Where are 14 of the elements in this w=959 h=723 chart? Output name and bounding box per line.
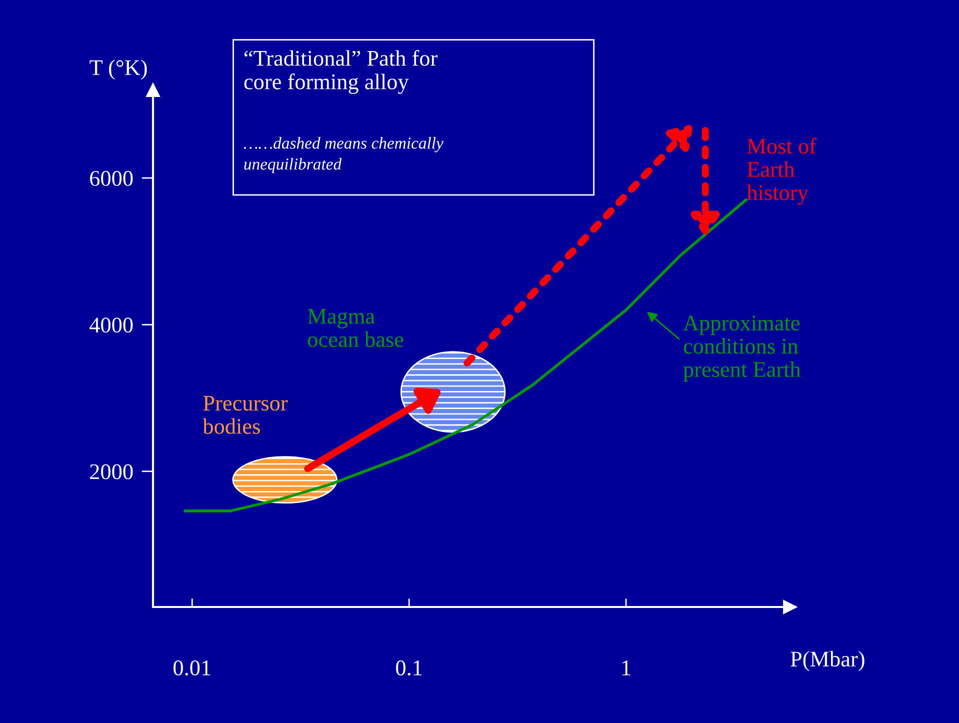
annotation: Precursor bodies bbox=[202, 396, 288, 434]
y-tick-label: 4000 bbox=[90, 318, 133, 333]
text: ……dashed means chemically unequilibrated bbox=[244, 137, 444, 174]
chart-title: “Traditional” Path for core forming alloy bbox=[244, 50, 438, 94]
y-tick-label: 6000 bbox=[90, 170, 133, 186]
annotation: Approximate conditions in present Earth bbox=[683, 316, 801, 382]
x-tick-label: 1 bbox=[622, 660, 630, 676]
x-tick-label: 0.1 bbox=[396, 660, 422, 676]
y-axis-title: T (°K) bbox=[90, 60, 147, 80]
x-tick-label: 0.01 bbox=[174, 660, 210, 676]
annotation: Most of Earth history bbox=[746, 138, 816, 205]
x-axis-title: P(Mbar) bbox=[790, 650, 864, 672]
annotation: Magma ocean base bbox=[308, 308, 404, 348]
y-tick-label: 2000 bbox=[90, 464, 133, 480]
